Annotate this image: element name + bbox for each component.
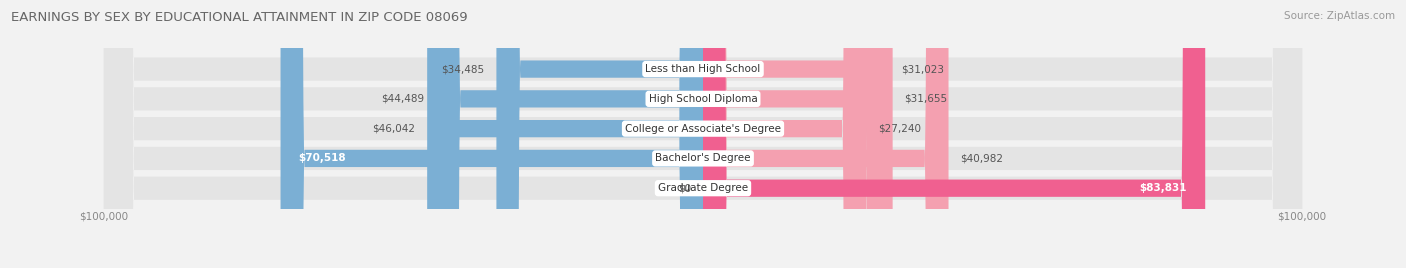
Text: Less than High School: Less than High School xyxy=(645,64,761,74)
Text: College or Associate's Degree: College or Associate's Degree xyxy=(626,124,780,134)
Text: $31,655: $31,655 xyxy=(904,94,948,104)
Text: $0: $0 xyxy=(678,183,690,193)
Text: Source: ZipAtlas.com: Source: ZipAtlas.com xyxy=(1284,11,1395,21)
Text: Bachelor's Degree: Bachelor's Degree xyxy=(655,153,751,163)
Text: $34,485: $34,485 xyxy=(441,64,485,74)
Text: $31,023: $31,023 xyxy=(901,64,943,74)
FancyBboxPatch shape xyxy=(104,0,1302,268)
FancyBboxPatch shape xyxy=(436,0,703,268)
FancyBboxPatch shape xyxy=(104,0,1302,268)
Text: High School Diploma: High School Diploma xyxy=(648,94,758,104)
Text: $27,240: $27,240 xyxy=(879,124,921,134)
Text: $70,518: $70,518 xyxy=(298,153,346,163)
FancyBboxPatch shape xyxy=(703,0,949,268)
FancyBboxPatch shape xyxy=(104,0,1302,268)
Text: EARNINGS BY SEX BY EDUCATIONAL ATTAINMENT IN ZIP CODE 08069: EARNINGS BY SEX BY EDUCATIONAL ATTAINMEN… xyxy=(11,11,468,24)
FancyBboxPatch shape xyxy=(104,0,1302,268)
FancyBboxPatch shape xyxy=(703,0,893,268)
FancyBboxPatch shape xyxy=(703,0,889,268)
Text: $40,982: $40,982 xyxy=(960,153,1004,163)
Text: $83,831: $83,831 xyxy=(1140,183,1187,193)
Text: Graduate Degree: Graduate Degree xyxy=(658,183,748,193)
FancyBboxPatch shape xyxy=(703,0,866,268)
Text: $44,489: $44,489 xyxy=(381,94,425,104)
Text: $46,042: $46,042 xyxy=(373,124,415,134)
FancyBboxPatch shape xyxy=(703,0,1205,268)
FancyBboxPatch shape xyxy=(281,0,703,268)
FancyBboxPatch shape xyxy=(104,0,1302,268)
FancyBboxPatch shape xyxy=(427,0,703,268)
FancyBboxPatch shape xyxy=(496,0,703,268)
